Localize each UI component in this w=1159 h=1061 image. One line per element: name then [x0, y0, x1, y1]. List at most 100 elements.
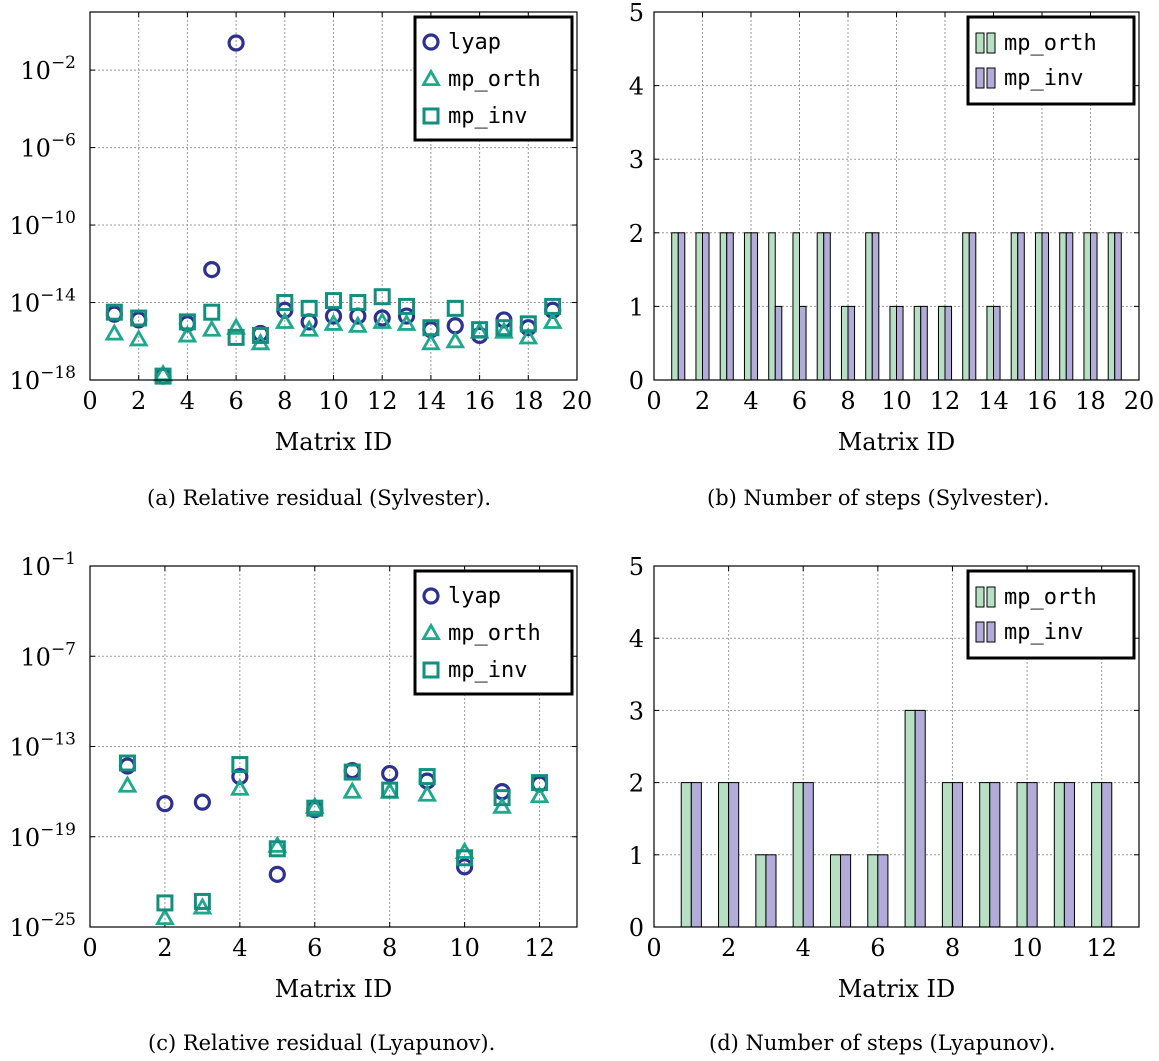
y-tick-label: 2 — [629, 220, 644, 248]
point-mp-inv — [325, 292, 342, 310]
bar-mp-orth — [937, 305, 946, 381]
point-mp-orth — [372, 311, 393, 329]
y-tick-label: 0 — [629, 367, 644, 395]
x-tick-label: 20 — [562, 387, 593, 415]
point-mp-inv — [300, 299, 318, 317]
legend-swatch-mp-inv — [975, 621, 985, 643]
bar-mp-orth — [1083, 232, 1092, 381]
y-tick-label: 5 — [629, 0, 644, 27]
bar-mp-inv — [1041, 232, 1050, 381]
bar-mp-inv — [799, 305, 807, 381]
point-mp-inv — [349, 294, 367, 312]
x-tick-label: 2 — [157, 934, 172, 962]
y-tick-label: 10−7 — [20, 639, 76, 671]
y-tick-label: 3 — [629, 146, 644, 174]
point-mp-inv — [495, 319, 513, 337]
point-mp-inv — [105, 303, 123, 321]
legend-label: mp_inv — [1004, 620, 1083, 645]
x-tick-label: 18 — [513, 387, 544, 415]
point-lyap — [203, 261, 221, 279]
point-mp-orth — [274, 311, 295, 329]
legend-marker-mp-orth — [421, 622, 441, 641]
caption-c: (c) Relative residual (Lyapunov). — [148, 1031, 496, 1055]
x-tick-label: 16 — [1027, 387, 1058, 415]
legend-marker-lyap — [422, 587, 440, 605]
x-tick-label: 6 — [870, 934, 885, 962]
point-mp-inv — [422, 319, 440, 337]
legend-label: mp_inv — [1004, 66, 1083, 91]
x-tick-label: 2 — [131, 387, 146, 415]
point-mp-orth — [117, 775, 138, 793]
bar-mp-orth — [986, 305, 995, 381]
point-lyap — [397, 307, 416, 325]
bar-mp-orth — [979, 782, 991, 928]
point-mp-orth — [342, 781, 363, 799]
bar-mp-orth — [755, 854, 767, 928]
x-tick-label: 10 — [1012, 934, 1043, 962]
point-lyap — [373, 309, 391, 327]
legend-marker-mp-orth — [421, 68, 441, 87]
bar-mp-orth — [719, 232, 728, 381]
bar-mp-inv — [989, 782, 1001, 928]
bar-mp-inv — [914, 709, 926, 928]
bar-mp-orth — [792, 782, 804, 928]
bar-mp-orth — [913, 305, 922, 381]
lyapunov-residual-chart: 0 2 4 6 8 10 12 10−25 10−19 10−13 10−7 10−1 Matrix I… — [10, 549, 578, 1003]
bar-mp-inv — [847, 305, 856, 381]
point-mp-inv — [343, 763, 361, 781]
point-mp-orth — [518, 327, 539, 345]
x-tick-label: 0 — [82, 387, 97, 415]
point-lyap — [446, 317, 464, 335]
bar-mp-inv — [1017, 232, 1025, 381]
y-tick-label: 10−1 — [20, 549, 76, 581]
bar-mp-orth — [1059, 232, 1067, 381]
plot-frame — [89, 565, 578, 928]
point-mp-orth — [445, 330, 466, 349]
bar-mp-orth — [671, 232, 679, 381]
bar-mp-orth — [1010, 232, 1019, 381]
legend-label: mp_inv — [448, 658, 527, 683]
caption-a: (a) Relative residual (Sylvester). — [147, 486, 492, 510]
legend-label: lyap — [448, 584, 501, 609]
point-mp-orth — [529, 785, 550, 804]
x-tick-label: 0 — [646, 934, 661, 962]
point-mp-inv — [373, 288, 391, 306]
legend-label: lyap — [448, 30, 501, 55]
bar-mp-inv — [920, 305, 928, 381]
sylvester-residual-chart: 0 2 4 6 8 10 12 14 16 18 20 10−18 10−14 10−10 10−6 10−2… — [10, 11, 593, 456]
y-tick-label: 3 — [629, 697, 644, 725]
point-mp-inv — [193, 892, 211, 910]
bar-mp-inv — [968, 232, 977, 381]
legend-label: mp_orth — [448, 67, 541, 92]
x-tick-label: 10 — [881, 387, 912, 415]
point-mp-inv — [251, 326, 269, 344]
x-tick-label: 18 — [1075, 387, 1106, 415]
bar-mp-inv — [951, 782, 964, 928]
plot-frame — [89, 11, 578, 381]
caption-d: (d) Number of steps (Lyapunov). — [709, 1031, 1056, 1055]
x-axis-label: Matrix ID — [838, 975, 956, 1003]
legend-swatch-mp-inv — [975, 67, 985, 89]
y-tick-label: 10−18 — [10, 363, 76, 395]
point-mp-orth — [417, 784, 438, 802]
bar-mp-orth — [1107, 232, 1116, 381]
y-tick-label: 1 — [629, 293, 644, 321]
bar-mp-inv — [1026, 782, 1038, 928]
point-lyap — [268, 865, 286, 883]
plot-frame — [653, 11, 1140, 381]
point-mp-orth — [177, 325, 198, 343]
point-mp-inv — [531, 774, 549, 792]
bar-mp-orth — [1016, 782, 1028, 928]
point-lyap — [156, 795, 174, 813]
x-tick-label: 6 — [792, 387, 807, 415]
bar-mp-inv — [823, 232, 831, 381]
point-mp-inv — [268, 840, 286, 858]
point-mp-orth — [347, 315, 368, 333]
point-lyap — [456, 858, 474, 876]
point-mp-inv — [544, 297, 562, 315]
legend-box — [966, 569, 1136, 660]
x-tick-label: 10 — [449, 934, 480, 962]
x-tick-label: 4 — [796, 934, 811, 962]
x-tick-label: 10 — [318, 387, 349, 415]
